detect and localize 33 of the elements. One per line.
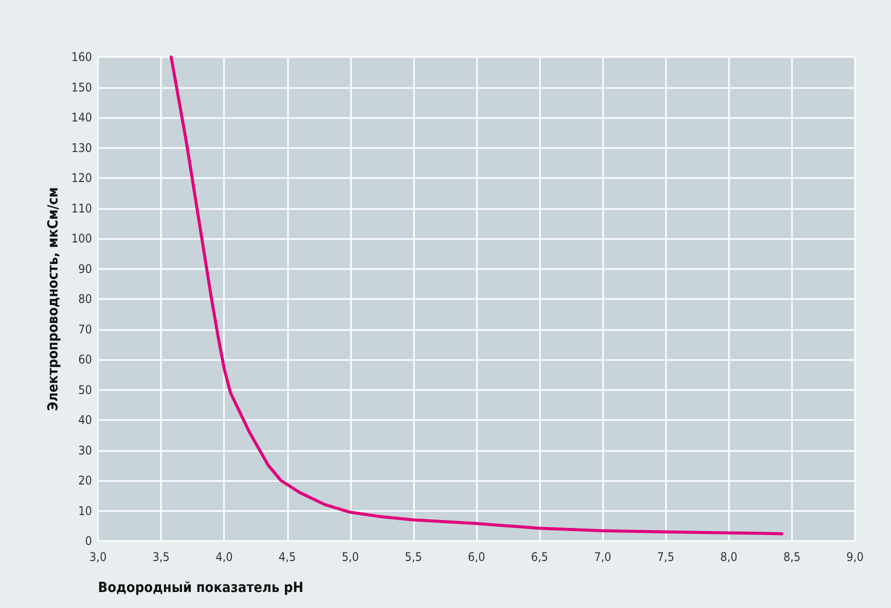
y-tick-label: 90 bbox=[78, 262, 92, 276]
y-tick-label: 150 bbox=[71, 80, 92, 94]
y-tick-label: 0 bbox=[85, 534, 92, 548]
y-tick-label: 50 bbox=[78, 382, 92, 397]
y-axis-title: Электропроводность, мкСм/см bbox=[46, 187, 62, 411]
x-tick-label: 7,0 bbox=[594, 550, 612, 564]
line-series bbox=[170, 56, 784, 536]
x-tick-label: 7,5 bbox=[657, 550, 674, 564]
y-tick-label: 100 bbox=[71, 232, 92, 246]
y-tick-label: 60 bbox=[78, 352, 92, 366]
y-tick-label: 140 bbox=[71, 110, 92, 124]
x-tick-label: 5,0 bbox=[342, 550, 360, 564]
x-tick-label: 6,0 bbox=[468, 550, 486, 564]
x-tick-label: 3,5 bbox=[152, 550, 170, 564]
x-tick-label: 8,0 bbox=[720, 550, 738, 564]
y-tick-label: 80 bbox=[78, 292, 92, 306]
y-tick-label: 30 bbox=[78, 443, 92, 458]
x-tick-label: 8,5 bbox=[783, 550, 801, 564]
x-tick-label: 4,5 bbox=[278, 550, 296, 564]
y-tick-label: 120 bbox=[71, 171, 92, 185]
x-tick-label: 3,0 bbox=[89, 550, 107, 564]
x-tick-label: 4,0 bbox=[216, 550, 233, 564]
y-tick-label: 160 bbox=[71, 50, 92, 64]
y-tick-label: 70 bbox=[78, 322, 92, 336]
y-tick-label: 20 bbox=[78, 474, 92, 488]
x-tick-label: 9,0 bbox=[846, 550, 864, 564]
y-tick-label: 110 bbox=[71, 201, 92, 216]
x-tick-label: 6,5 bbox=[530, 550, 548, 564]
y-tick-label: 130 bbox=[71, 140, 92, 155]
y-tick-label: 40 bbox=[78, 413, 92, 427]
x-tick-label: 5,5 bbox=[404, 550, 422, 564]
y-tick-label: 10 bbox=[78, 504, 92, 518]
x-axis-title: Водородный показатель pH bbox=[98, 580, 304, 596]
